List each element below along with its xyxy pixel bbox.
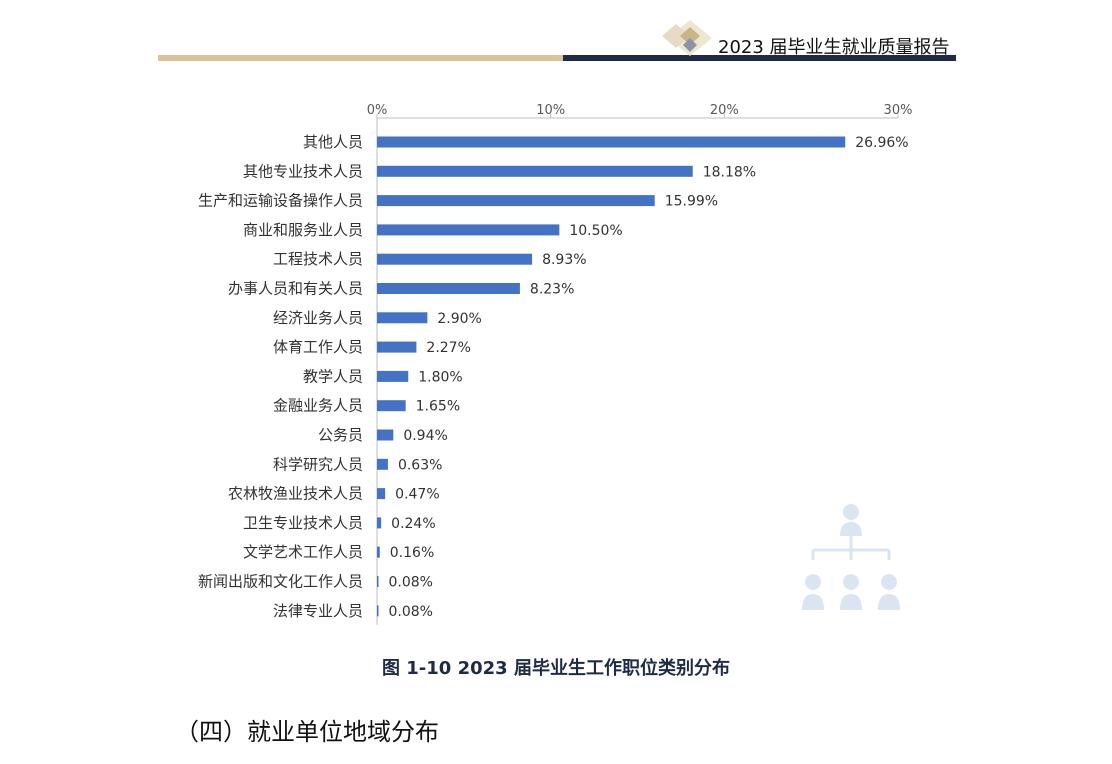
category-label: 新闻出版和文化工作人员 [198, 573, 363, 591]
data-label: 2.90% [437, 311, 481, 327]
category-label: 工程技术人员 [273, 250, 363, 268]
data-label: 1.80% [418, 369, 462, 385]
x-tick-label: 30% [884, 103, 913, 118]
category-label: 体育工作人员 [273, 338, 363, 356]
data-label: 0.24% [391, 516, 435, 532]
category-label: 文学艺术工作人员 [243, 543, 363, 561]
category-label: 科学研究人员 [273, 455, 363, 473]
bar [377, 546, 380, 558]
report-title: 2023 届毕业生就业质量报告 [718, 37, 950, 58]
category-label: 经济业务人员 [273, 309, 363, 327]
figure-caption: 图 1-10 2023 届毕业生工作职位类别分布 [382, 658, 730, 679]
bar [377, 370, 409, 382]
data-label: 8.93% [542, 252, 586, 268]
section-heading: （四）就业单位地域分布 [175, 718, 439, 746]
x-tick-label: 10% [536, 103, 565, 118]
bar [377, 429, 394, 441]
bar [377, 224, 560, 236]
job-category-bar-chart: 0% 10% 20% 30% 其他人员 26.96% 其他专业技术人员 18.18% 生产和运输… [198, 103, 913, 625]
category-label: 公务员 [318, 426, 363, 444]
data-label: 1.65% [416, 399, 460, 415]
category-label: 卫生专业技术人员 [243, 514, 363, 532]
bar [377, 605, 379, 617]
diamond-logo-icon [662, 20, 712, 56]
category-label: 法律专业人员 [273, 602, 363, 620]
category-label: 金融业务人员 [273, 397, 363, 415]
header-gold-rule [158, 55, 563, 61]
header-navy-rule [563, 55, 956, 61]
category-label: 办事人员和有关人员 [228, 280, 363, 298]
data-label: 10.50% [569, 223, 622, 239]
data-label: 8.23% [530, 282, 574, 298]
bar [377, 283, 520, 294]
bar [377, 253, 533, 265]
bar [377, 341, 417, 353]
x-tick-label: 20% [710, 103, 739, 118]
page-header: 2023 届毕业生就业质量报告 [0, 0, 1112, 70]
bar [377, 517, 382, 529]
bar [377, 576, 379, 587]
bar [377, 458, 388, 470]
org-chart-watermark-icon [802, 504, 900, 610]
data-label: 0.63% [398, 457, 442, 473]
x-tick-label: 0% [367, 103, 388, 118]
data-label: 0.16% [390, 545, 434, 561]
category-label: 其他人员 [303, 133, 363, 151]
data-label: 0.94% [403, 428, 447, 444]
bar [377, 488, 386, 500]
bar [377, 195, 655, 207]
data-label: 2.27% [426, 340, 470, 356]
bar [377, 400, 406, 412]
data-label: 26.96% [855, 135, 908, 151]
data-label: 0.47% [395, 487, 439, 503]
category-label: 农林牧渔业技术人员 [228, 485, 363, 503]
category-label: 商业和服务业人员 [243, 221, 363, 239]
category-label: 其他专业技术人员 [243, 162, 363, 180]
data-label: 0.08% [389, 575, 433, 591]
bar [377, 312, 428, 324]
category-label: 生产和运输设备操作人员 [198, 192, 363, 210]
data-label: 15.99% [665, 194, 718, 210]
data-label: 0.08% [389, 604, 433, 620]
data-label: 18.18% [703, 164, 756, 180]
bar [377, 165, 693, 177]
bar [377, 136, 846, 148]
category-label: 教学人员 [303, 367, 363, 385]
